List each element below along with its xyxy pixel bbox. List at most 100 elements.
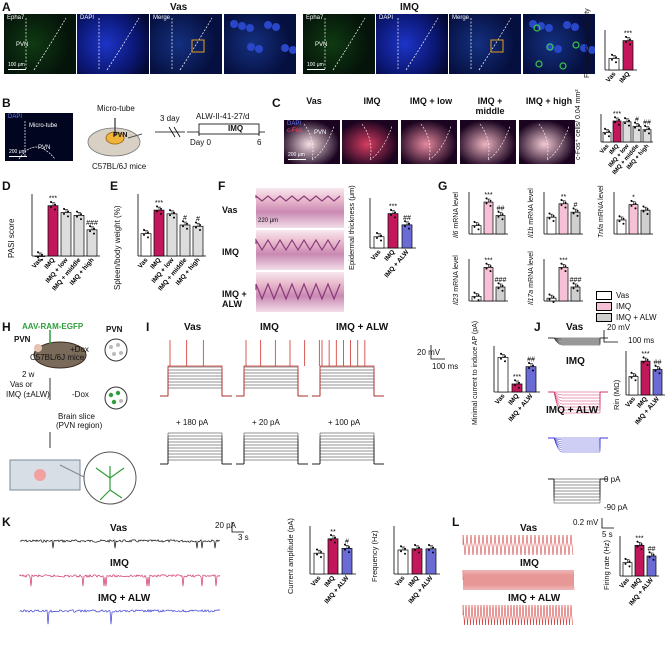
data-point [628, 124, 630, 127]
panel-l-ylabel: Firing rate (Hz) [602, 539, 611, 590]
data-point [316, 553, 318, 556]
data-point [629, 38, 631, 41]
bar-imq-alw [495, 286, 506, 302]
significance-label: ### [86, 220, 98, 227]
panel-a-image-3 [224, 14, 296, 74]
data-point [642, 361, 645, 364]
significance-label: *** [559, 257, 567, 264]
panel-c-image-2 [401, 120, 457, 164]
data-point [528, 366, 530, 369]
bar-imq-high [86, 229, 98, 257]
panel-b-days-label: 3 day [160, 114, 180, 123]
significance-label: # [196, 216, 200, 223]
data-point [400, 550, 402, 553]
bar-imq [153, 209, 165, 257]
panel-g-legend-item-2: IMQ + ALW [596, 313, 657, 323]
panel-i-title-0: Vas [184, 322, 202, 333]
data-point [532, 369, 534, 372]
panel-k-ylabel-freq: Frequency (Hz) [370, 530, 379, 582]
data-point [80, 213, 82, 216]
data-point [630, 204, 633, 207]
bar-imq-alw [495, 215, 506, 235]
panel-b-treatment-label: IMQ [228, 124, 244, 133]
panel-i-chart: Vas***IMQ##IMQ + ALW [493, 346, 540, 423]
panel-a-image-1: DAPI [77, 14, 149, 74]
panel-g-chart-il17a: *** ### [543, 257, 583, 303]
panel-j-ylabel: Rin (MΩ) [612, 379, 621, 410]
data-point [376, 232, 378, 234]
data-point [611, 58, 613, 61]
panel-i-trace-2 [312, 340, 384, 397]
data-point [636, 540, 639, 543]
data-point [147, 236, 149, 239]
panel-label-f: F [218, 179, 226, 193]
data-point [518, 381, 520, 384]
data-point [199, 228, 201, 231]
data-point [330, 539, 332, 542]
bar-imq [411, 548, 423, 575]
data-point [618, 118, 620, 121]
data-point [514, 379, 516, 382]
bar-imq [47, 205, 59, 257]
panel-b-mice-label: C57BL/6J mice [92, 162, 147, 171]
significance-label: ## [527, 357, 535, 364]
data-point [658, 367, 661, 370]
data-point [634, 202, 637, 205]
significance-label: *** [484, 257, 492, 264]
panel-a-scale-label-4: 100 μm [307, 62, 324, 68]
panel-b-pvn-label: PVN [38, 145, 51, 151]
bar-vas [546, 216, 557, 235]
panel-c-image-1 [342, 120, 398, 164]
data-point [640, 543, 643, 546]
significance-label: # [574, 202, 578, 209]
data-point [604, 132, 606, 135]
panel-a-image-label-6: Merge [452, 15, 470, 21]
panel-c-title-1: IMQ [363, 96, 381, 106]
data-point [648, 132, 650, 135]
data-point [618, 220, 621, 223]
panel-g-legend-item-0: Vas [596, 291, 630, 301]
panel-c-dapi-label: DAPI [287, 121, 302, 127]
bar-imq-alw [341, 548, 353, 575]
data-point [489, 265, 492, 268]
panel-label-b: B [2, 96, 11, 110]
ylabel-suffix: mRNA level [453, 192, 460, 229]
data-point [564, 265, 567, 268]
data-point [548, 298, 551, 301]
data-point [477, 223, 480, 226]
data-point [334, 536, 336, 539]
panel-label-a: A [2, 0, 11, 14]
data-point [186, 222, 188, 225]
bar-imq [387, 213, 399, 249]
data-point [604, 127, 606, 130]
significance-label: ** [561, 194, 567, 201]
data-point [625, 35, 627, 38]
data-point [615, 56, 617, 59]
panel-k-trace-1 [19, 573, 221, 587]
data-point [576, 284, 579, 287]
panel-l-scale-t: 5 s [602, 530, 613, 539]
bar-imq-middle [632, 125, 642, 143]
panel-l-trace-2 [462, 604, 573, 626]
significance-label: *** [389, 204, 397, 211]
data-point [344, 548, 346, 551]
data-point [644, 129, 646, 132]
data-point [628, 560, 631, 563]
data-point [63, 212, 65, 215]
data-point [548, 293, 551, 296]
data-point [652, 558, 655, 561]
panel-b-tube-label: Micro-tube [97, 104, 135, 113]
x-tick-label: Vas [310, 575, 323, 588]
data-point [489, 270, 492, 273]
significance-label: # [635, 116, 639, 123]
data-point [473, 225, 476, 228]
panel-b-scale-label: 200 μm [9, 149, 26, 155]
panel-label-l: L [452, 515, 460, 529]
data-point [514, 384, 516, 387]
data-point [473, 296, 476, 299]
panel-j-title-1: IMQ [566, 356, 585, 367]
significance-label: *** [513, 374, 521, 381]
legend-label: Vas [616, 291, 630, 300]
panel-a-image-label-1: DAPI [80, 15, 95, 21]
gene-name: Il23 [453, 293, 460, 305]
